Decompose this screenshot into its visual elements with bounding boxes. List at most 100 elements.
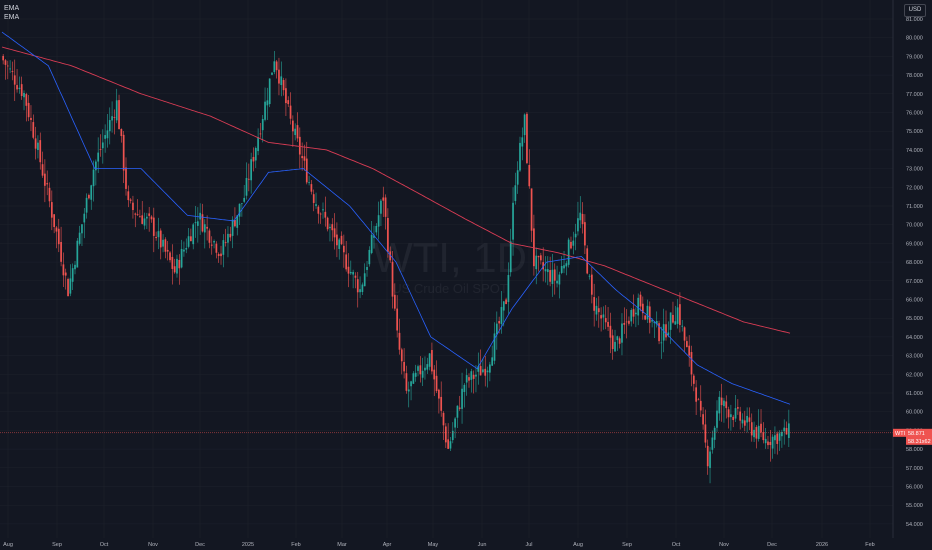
y-tick-label: 66.000 (906, 298, 923, 304)
candle-body (171, 256, 174, 269)
x-tick-label: 2026 (816, 542, 828, 548)
candle-body (718, 396, 721, 414)
candle-body (600, 315, 602, 319)
candle-body (639, 294, 642, 307)
legend-ema-2[interactable]: EMA (4, 14, 20, 21)
candle-body (412, 373, 415, 384)
candle-body (178, 259, 181, 269)
candle-body (331, 224, 334, 231)
legend-ema-1[interactable]: EMA (4, 5, 20, 12)
candle-body (563, 265, 565, 269)
candle-body (176, 258, 178, 274)
candle-body (463, 384, 466, 392)
candle-body (294, 128, 297, 136)
candle-body (201, 214, 204, 232)
candle-body (739, 411, 742, 421)
candle-body (472, 374, 475, 379)
candle-body (118, 100, 120, 130)
candle-body (762, 432, 765, 441)
candle-body (533, 228, 535, 267)
x-tick-label: Jun (478, 542, 487, 548)
candle-body (653, 321, 656, 324)
x-tick-label: Oct (100, 542, 109, 548)
candle-body (347, 266, 350, 274)
candle-body (400, 349, 403, 362)
candle-body (442, 412, 445, 426)
candle-body (635, 312, 637, 315)
candle-body (690, 352, 693, 375)
currency-button[interactable]: USD (904, 4, 926, 17)
candle-body (315, 204, 317, 206)
candle-body (595, 305, 598, 315)
candle-body (389, 251, 392, 261)
candle-body (581, 213, 584, 225)
candle-body (206, 226, 208, 229)
x-tick-label: Sep (622, 542, 632, 548)
candle-body (746, 415, 748, 423)
candle-body (271, 72, 273, 75)
x-tick-label: Apr (383, 542, 392, 548)
x-tick-label: Mar (337, 542, 347, 548)
y-tick-label: 81.000 (906, 17, 923, 23)
candle-body (354, 275, 357, 278)
symbol-watermark: WTI, 1D US Crude Oil SPOT (373, 234, 527, 296)
candle-body (373, 235, 375, 238)
candle-body (537, 255, 540, 258)
candle-body (64, 272, 67, 276)
candle-body (558, 274, 561, 285)
candle-body (730, 414, 732, 418)
x-tick-label: Feb (865, 542, 874, 548)
candle-body (192, 224, 195, 245)
y-tick-label: 79.000 (906, 54, 923, 60)
candle-body (431, 350, 433, 372)
candle-body (732, 416, 735, 421)
candle-body (338, 239, 341, 249)
candle-body (688, 345, 691, 356)
candle-body (108, 120, 111, 132)
candle-body (336, 234, 338, 246)
candle-body (641, 303, 644, 314)
candle-body (512, 202, 514, 240)
candle-body (577, 218, 579, 232)
candle-body (278, 69, 280, 84)
candle-body (30, 117, 32, 121)
candle-body (11, 71, 14, 73)
x-tick-label: Sep (52, 542, 62, 548)
candle-body (774, 435, 776, 441)
candle-body (632, 309, 635, 317)
candle-body (424, 367, 426, 371)
candle-body (514, 185, 517, 201)
candle-body (356, 279, 359, 293)
y-tick-label: 70.000 (906, 223, 923, 229)
candle-body (602, 314, 605, 318)
candle-body (166, 249, 169, 252)
candle-body (662, 324, 665, 341)
candle-body (27, 102, 30, 118)
x-axis[interactable]: Aug Sep Oct Nov Dec 2025 Feb Mar Apr May Jun Jul Aug… (3, 542, 875, 548)
candle-body (275, 61, 278, 71)
candle-body (477, 366, 480, 372)
candle-body (523, 114, 526, 136)
candle-body (542, 262, 545, 270)
candle-body (570, 241, 572, 249)
candle-body (187, 236, 190, 247)
candle-body (220, 253, 222, 257)
y-tick-label: 56.000 (906, 485, 923, 491)
y-tick-label: 75.000 (906, 129, 923, 135)
y-tick-label: 74.000 (906, 148, 923, 154)
candle-body (136, 214, 139, 216)
candle-body (516, 170, 519, 185)
candle-body (298, 136, 301, 155)
candle-body (296, 125, 299, 139)
candle-body (143, 218, 146, 226)
candle-body (579, 212, 582, 221)
candle-body (489, 364, 491, 373)
candle-body (486, 370, 489, 373)
candle-body (34, 138, 37, 149)
candle-body (614, 341, 616, 352)
candle-body (292, 120, 294, 132)
candle-body (289, 105, 292, 119)
candle-body (129, 199, 132, 201)
